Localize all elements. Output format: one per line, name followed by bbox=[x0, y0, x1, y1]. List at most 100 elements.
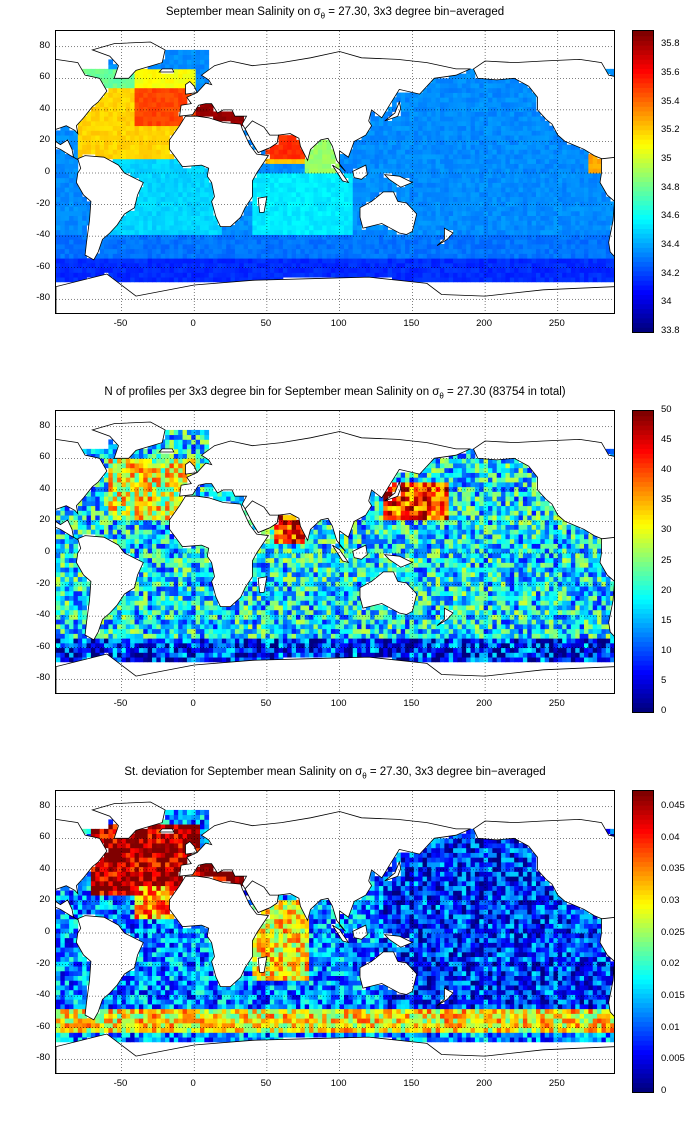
heatmap-cell bbox=[60, 647, 66, 653]
heatmap-cell bbox=[73, 234, 79, 240]
heatmap-cell bbox=[566, 154, 572, 160]
heatmap-cell bbox=[522, 638, 528, 644]
heatmap-cell bbox=[496, 210, 502, 216]
heatmap-cell bbox=[269, 647, 275, 653]
heatmap-cell bbox=[60, 135, 66, 141]
heatmap-cell bbox=[309, 642, 314, 649]
heatmap-cell bbox=[400, 135, 406, 141]
heatmap-cell bbox=[479, 239, 485, 245]
heatmap-cell bbox=[483, 638, 489, 644]
heatmap-cell bbox=[269, 267, 275, 273]
heatmap-cell bbox=[191, 638, 197, 644]
heatmap-cell bbox=[605, 277, 611, 283]
colorbar-tick-label: 35.6 bbox=[661, 67, 680, 78]
heatmap-cell bbox=[361, 244, 367, 250]
heatmap-cell bbox=[208, 638, 214, 644]
heatmap-cell bbox=[461, 149, 467, 155]
heatmap-cell bbox=[204, 168, 210, 174]
heatmap-cell bbox=[60, 657, 66, 663]
heatmap-cell bbox=[531, 206, 537, 212]
heatmap-cell bbox=[165, 633, 170, 639]
heatmap-cell bbox=[304, 272, 310, 278]
heatmap-cell bbox=[518, 652, 524, 658]
heatmap-cell bbox=[540, 116, 546, 122]
heatmap-cell bbox=[278, 149, 284, 155]
heatmap-cell bbox=[230, 647, 236, 653]
heatmap-cell bbox=[448, 83, 454, 89]
heatmap-cell bbox=[536, 647, 541, 653]
heatmap-cell bbox=[317, 201, 323, 207]
heatmap-cell bbox=[544, 187, 550, 193]
heatmap-cell bbox=[544, 154, 550, 160]
heatmap-cell bbox=[553, 154, 559, 160]
heatmap-cell bbox=[173, 158, 179, 164]
heatmap-cell bbox=[173, 229, 179, 235]
heatmap-cell bbox=[195, 78, 201, 84]
heatmap-cell bbox=[104, 144, 109, 150]
heatmap-cell bbox=[575, 633, 581, 639]
heatmap-cell bbox=[56, 173, 61, 179]
heatmap-cell bbox=[392, 253, 397, 259]
heatmap-cell bbox=[239, 633, 245, 639]
heatmap-cell bbox=[195, 177, 201, 183]
heatmap-cell bbox=[448, 182, 454, 188]
heatmap-cell bbox=[195, 106, 201, 112]
heatmap-cell bbox=[99, 244, 105, 250]
heatmap-cell bbox=[501, 196, 506, 202]
heatmap-cell bbox=[544, 215, 550, 221]
heatmap-cell bbox=[278, 234, 284, 240]
heatmap-cell bbox=[514, 248, 519, 254]
heatmap-cell bbox=[134, 92, 140, 98]
heatmap-cell bbox=[396, 173, 402, 179]
heatmap-cell bbox=[496, 277, 502, 283]
heatmap-cell bbox=[269, 272, 275, 278]
heatmap-cell bbox=[466, 149, 471, 155]
heatmap-cell bbox=[152, 125, 157, 131]
heatmap-cell bbox=[304, 191, 310, 198]
heatmap-cell bbox=[200, 657, 205, 663]
heatmap-cell bbox=[553, 163, 559, 169]
heatmap-cell bbox=[549, 262, 554, 269]
heatmap-cell bbox=[204, 633, 210, 639]
heatmap-cell bbox=[186, 168, 192, 174]
heatmap-cell bbox=[601, 248, 607, 254]
heatmap-cell bbox=[165, 652, 170, 658]
heatmap-cell bbox=[160, 258, 166, 264]
heatmap-cell bbox=[317, 229, 323, 235]
heatmap-cell bbox=[317, 187, 323, 193]
heatmap-cell bbox=[134, 163, 140, 169]
heatmap-cell bbox=[418, 130, 423, 136]
heatmap-cell bbox=[387, 652, 393, 658]
heatmap-cell bbox=[396, 647, 402, 653]
heatmap-cell bbox=[134, 267, 140, 273]
heatmap-cell bbox=[82, 229, 87, 235]
heatmap-cell bbox=[536, 633, 541, 639]
colorbar-step bbox=[633, 59, 653, 65]
heatmap-cell bbox=[536, 135, 541, 141]
heatmap-cell bbox=[527, 248, 533, 254]
heatmap-cell bbox=[527, 191, 533, 198]
heatmap-cell bbox=[239, 277, 245, 283]
heatmap-cell bbox=[243, 239, 249, 245]
heatmap-cell bbox=[156, 116, 162, 122]
heatmap-cell bbox=[344, 191, 349, 198]
heatmap-cell bbox=[274, 168, 279, 174]
heatmap-cell bbox=[77, 248, 83, 254]
heatmap-cell bbox=[234, 657, 240, 663]
heatmap-cell bbox=[204, 196, 210, 202]
heatmap-cell bbox=[278, 642, 284, 649]
heatmap-cell bbox=[86, 130, 92, 136]
heatmap-cell bbox=[540, 234, 546, 240]
heatmap-cell bbox=[335, 229, 341, 235]
heatmap-cell bbox=[544, 262, 550, 269]
heatmap-cell bbox=[204, 267, 210, 273]
heatmap-cell bbox=[243, 253, 249, 259]
heatmap-cell bbox=[147, 187, 153, 193]
heatmap-cell bbox=[165, 277, 170, 283]
heatmap-cell bbox=[143, 149, 149, 155]
heatmap-cell bbox=[60, 177, 66, 183]
heatmap-cell bbox=[505, 116, 511, 122]
heatmap-cell bbox=[566, 220, 572, 226]
heatmap-cell bbox=[418, 163, 423, 169]
heatmap-cell bbox=[169, 49, 175, 56]
